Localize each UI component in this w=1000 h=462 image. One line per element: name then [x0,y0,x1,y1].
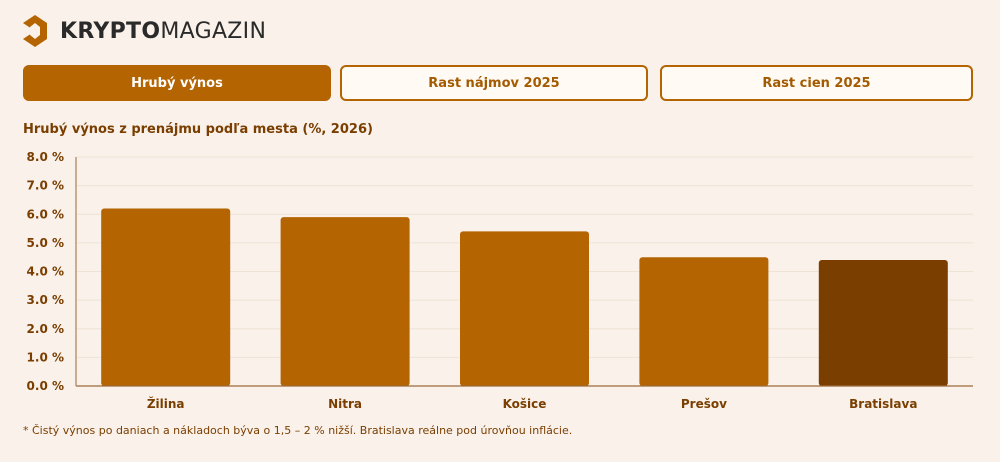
brand-logo: KRYPTOMAGAZIN [22,14,266,48]
x-tick-label: Nitra [328,397,362,411]
x-tick-label: Košice [503,397,547,411]
tab-rast-cien[interactable]: Rast cien 2025 [660,65,973,101]
x-tick-label: Žilina [147,396,185,411]
bar [280,217,410,386]
bar [101,208,231,386]
y-tick-label: 8.0 % [27,150,64,164]
y-tick-label: 2.0 % [27,322,64,336]
y-tick-label: 1.0 % [27,350,64,364]
brand-name-bold: KRYPTO [60,18,161,44]
bar [460,231,589,386]
footnote: * Čistý výnos po daniach a nákladoch býv… [23,424,573,437]
brand-name-light: MAGAZIN [160,18,267,44]
y-tick-label: 3.0 % [27,293,64,307]
bar [639,257,769,386]
bar [818,260,948,386]
x-tick-label: Bratislava [849,397,917,411]
y-tick-label: 7.0 % [27,179,64,193]
y-tick-label: 4.0 % [27,265,64,279]
y-tick-label: 5.0 % [27,236,64,250]
tab-hruby-vynos[interactable]: Hrubý výnos [23,65,331,101]
tab-bar: Hrubý výnos Rast nájmov 2025 Rast cien 2… [23,65,973,101]
chart-title: Hrubý výnos z prenájmu podľa mesta (%, 2… [23,122,373,137]
brand-name: KRYPTOMAGAZIN [60,19,266,44]
x-tick-label: Prešov [681,397,727,411]
logo-icon [23,15,47,47]
y-tick-label: 0.0 % [27,379,64,393]
tab-rast-najmov[interactable]: Rast nájmov 2025 [340,65,648,101]
y-tick-label: 6.0 % [27,207,64,221]
